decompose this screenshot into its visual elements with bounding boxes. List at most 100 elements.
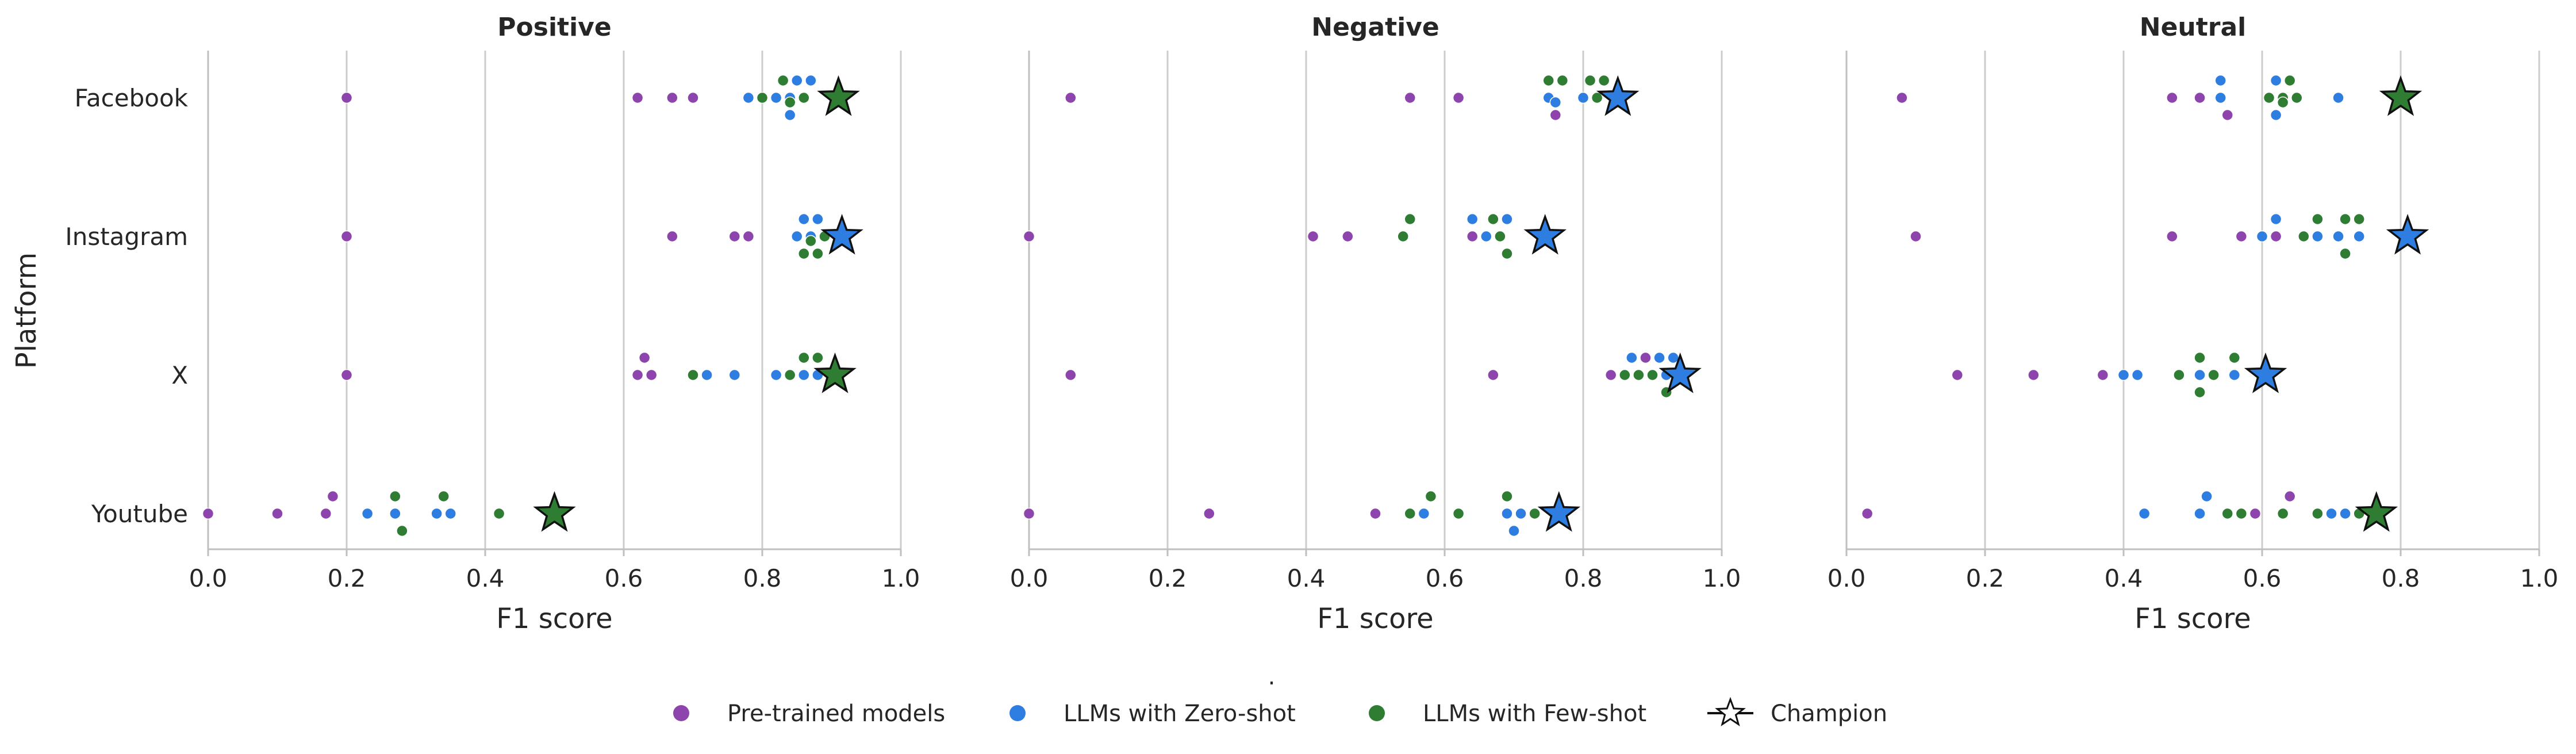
data-point-fewshot	[493, 507, 505, 520]
data-point-zeroshot	[791, 74, 803, 87]
data-point-zeroshot	[2138, 507, 2151, 520]
data-point-pretrained	[1023, 230, 1035, 243]
panel-title: Positive	[497, 13, 611, 42]
data-point-pretrained	[631, 91, 644, 104]
data-point-pretrained	[1896, 91, 1908, 104]
data-point-fewshot	[396, 525, 408, 537]
chart-panels: 0.0 0.2 0.4 0.6 0.8 1.0 Positive F1 score Facebo…	[65, 13, 2558, 635]
data-point-zeroshot	[2270, 109, 2282, 121]
data-point-fewshot	[784, 96, 796, 109]
data-point-fewshot	[2276, 507, 2289, 520]
data-point-zeroshot	[1626, 351, 1638, 364]
data-point-pretrained	[638, 351, 651, 364]
data-point-pretrained	[2235, 230, 2248, 243]
data-point-pretrained	[2249, 507, 2262, 520]
data-point-fewshot	[2228, 351, 2241, 364]
x-tick-label: 0.4	[466, 564, 505, 592]
data-point-pretrained	[327, 490, 339, 503]
data-point-zeroshot	[770, 91, 782, 104]
data-point-zeroshot	[798, 369, 810, 381]
panel-title: Negative	[1311, 13, 1439, 42]
data-point-fewshot	[798, 247, 810, 260]
data-point-fewshot	[2291, 91, 2303, 104]
legend-dot-icon	[1369, 705, 1385, 721]
data-point-pretrained	[1203, 507, 1215, 520]
data-point-fewshot	[812, 351, 824, 364]
data-point-zeroshot	[812, 213, 824, 225]
x-tick-label: 0.6	[2243, 564, 2282, 592]
x-tick-label: 0.2	[1966, 564, 2005, 592]
x-tick-label: 0.0	[1010, 564, 1049, 592]
champion-star-marker	[820, 213, 863, 255]
x-tick-label: 1.0	[882, 564, 920, 592]
data-point-pretrained	[1342, 230, 1354, 243]
data-point-fewshot	[2298, 230, 2310, 243]
y-tick-label: X	[171, 361, 188, 389]
data-point-fewshot	[2208, 369, 2220, 381]
champion-star-marker	[2379, 75, 2423, 116]
champion-star-marker	[1596, 75, 1640, 116]
data-point-zeroshot	[1549, 96, 1562, 109]
data-point-zeroshot	[431, 507, 443, 520]
data-point-pretrained	[1861, 507, 1874, 520]
data-point-zeroshot	[742, 91, 755, 104]
data-point-zeroshot	[2270, 74, 2282, 87]
data-point-zeroshot	[2332, 91, 2344, 104]
y-tick-label: Youtube	[91, 500, 188, 528]
data-point-pretrained	[271, 507, 283, 520]
data-point-pretrained	[2097, 369, 2109, 381]
champion-star-marker	[1537, 491, 1581, 532]
data-point-zeroshot	[2228, 369, 2241, 381]
champion-star-marker	[2355, 491, 2398, 532]
data-point-pretrained	[2283, 490, 2296, 503]
champion-star-marker	[2244, 352, 2287, 393]
x-tick-label: 0.0	[1828, 564, 1866, 592]
data-point-fewshot	[2263, 91, 2275, 104]
data-point-fewshot	[2312, 507, 2324, 520]
data-point-fewshot	[2221, 507, 2233, 520]
data-point-zeroshot	[2353, 230, 2365, 243]
data-point-fewshot	[1425, 490, 1437, 503]
data-point-fewshot	[1646, 369, 1659, 381]
data-point-zeroshot	[2194, 369, 2206, 381]
data-point-pretrained	[2270, 230, 2282, 243]
data-point-zeroshot	[784, 109, 796, 121]
data-point-pretrained	[320, 507, 332, 520]
data-point-fewshot	[756, 91, 769, 104]
x-tick-label: 0.2	[1149, 564, 1187, 592]
data-point-pretrained	[666, 91, 678, 104]
legend-item-fewshot: LLMs with Few-shot	[1369, 701, 1646, 727]
data-point-zeroshot	[444, 507, 456, 520]
data-point-fewshot	[1598, 74, 1610, 87]
legend-dot-icon	[673, 705, 689, 721]
data-point-fewshot	[798, 351, 810, 364]
x-tick-label: 0.8	[743, 564, 782, 592]
y-axis-title: Platform	[10, 252, 43, 369]
data-point-pretrained	[1951, 369, 1964, 381]
data-point-fewshot	[1494, 230, 1506, 243]
data-point-fewshot	[1591, 91, 1603, 104]
panel-negative: 0.0 0.2 0.4 0.6 0.8 1.0 Negative F1 score	[1010, 13, 1741, 635]
x-tick-label: 1.0	[1703, 564, 1741, 592]
y-tick-label: Facebook	[75, 84, 189, 112]
data-point-fewshot	[798, 91, 810, 104]
data-point-zeroshot	[2325, 507, 2337, 520]
data-point-fewshot	[777, 74, 789, 87]
x-tick-label: 0.4	[1287, 564, 1326, 592]
data-point-pretrained	[1640, 351, 1652, 364]
data-point-fewshot	[1397, 230, 1409, 243]
data-point-fewshot	[1452, 507, 1465, 520]
data-point-pretrained	[340, 369, 353, 381]
data-point-fewshot	[2194, 351, 2206, 364]
data-point-zeroshot	[770, 369, 782, 381]
champion-star-marker	[1659, 352, 1702, 393]
champion-star-marker	[813, 352, 857, 393]
data-point-zeroshot	[2332, 230, 2344, 243]
y-tick-label: Instagram	[65, 223, 188, 251]
data-point-pretrained	[1549, 109, 1562, 121]
data-point-zeroshot	[2201, 490, 2213, 503]
data-point-pretrained	[687, 91, 699, 104]
data-point-pretrained	[1487, 369, 1499, 381]
data-point-fewshot	[2283, 74, 2296, 87]
champion-star-marker	[817, 75, 860, 116]
